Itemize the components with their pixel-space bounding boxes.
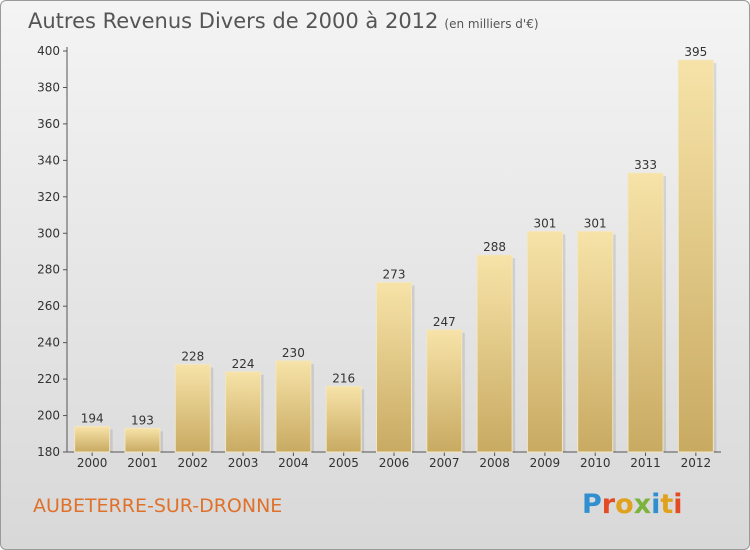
y-tick-label: 360 (37, 117, 60, 131)
logo-letter: x (633, 489, 652, 520)
bar-2003 (225, 371, 262, 453)
y-tick-label: 340 (37, 153, 60, 167)
commune-name: AUBETERRE-SUR-DRONNE (33, 495, 283, 517)
x-tick-label: 2000 (77, 456, 108, 470)
x-tick-label: 2009 (530, 456, 561, 470)
x-tick-label: 2007 (429, 456, 460, 470)
x-tick-label: 2012 (681, 456, 712, 470)
axes: 180 200 220 240 260 280 300 320 340 360 380 400 2000… (37, 44, 721, 470)
x-tick-label: 2010 (580, 456, 611, 470)
bar-2007 (426, 329, 463, 453)
bar-2008 (476, 254, 513, 453)
x-tick-label: 2001 (127, 456, 158, 470)
data-label: 333 (634, 158, 657, 172)
data-label: 194 (81, 411, 104, 425)
logo-letter: i (651, 489, 661, 520)
y-tick-label: 200 (37, 409, 60, 423)
bar-2012 (677, 59, 714, 453)
proxiti-logo: Proxiti (582, 489, 683, 520)
x-tick-label: 2011 (630, 456, 661, 470)
chart-title-text: Autres Revenus Divers de 2000 à 2012 (28, 9, 439, 33)
data-label: 228 (181, 350, 204, 364)
data-label: 273 (383, 267, 406, 281)
bar-2006 (376, 281, 412, 453)
data-label: 301 (584, 216, 607, 230)
logo-letter: P (582, 489, 602, 520)
y-tick-label: 320 (37, 190, 60, 204)
data-label: 395 (684, 45, 707, 59)
data-label: 224 (232, 357, 255, 371)
bar-2002 (174, 364, 211, 453)
y-tick-label: 280 (37, 263, 60, 277)
data-label: 230 (282, 346, 305, 360)
bar-2004 (275, 360, 312, 453)
logo-letter: i (673, 489, 683, 520)
bars (74, 59, 717, 453)
x-tick-label: 2003 (228, 456, 259, 470)
data-label: 193 (131, 413, 154, 427)
bar-2009 (526, 230, 563, 453)
y-tick-label: 300 (37, 226, 60, 240)
y-tick-label: 400 (37, 44, 60, 58)
chart-title: Autres Revenus Divers de 2000 à 2012 (en … (28, 9, 539, 33)
y-tick-label: 180 (37, 445, 60, 459)
bar-2005 (325, 385, 362, 453)
logo-letter: o (615, 489, 634, 520)
y-tick-label: 220 (37, 372, 60, 386)
bar-2010 (577, 230, 614, 453)
chart-subtitle: (en milliers d'€) (444, 17, 539, 31)
data-label: 247 (433, 315, 456, 329)
data-label: 301 (533, 216, 556, 230)
bar-2000 (74, 425, 111, 453)
x-tick-label: 2006 (379, 456, 410, 470)
x-tick-label: 2002 (177, 456, 208, 470)
logo-letter: r (601, 489, 616, 520)
bar-2011 (627, 172, 664, 453)
data-label: 216 (332, 371, 355, 385)
y-tick-label: 260 (37, 299, 60, 313)
data-labels: 194 193 228 224 230 216 273 247 288 301 301 333 395 (81, 45, 708, 427)
y-tick-label: 240 (37, 336, 60, 350)
logo-letter: t (660, 489, 674, 520)
data-label: 288 (483, 240, 506, 254)
y-tick-label: 380 (37, 80, 60, 94)
x-tick-label: 2008 (479, 456, 510, 470)
x-tick-label: 2005 (328, 456, 359, 470)
bar-2001 (124, 427, 161, 453)
x-tick-label: 2004 (278, 456, 309, 470)
